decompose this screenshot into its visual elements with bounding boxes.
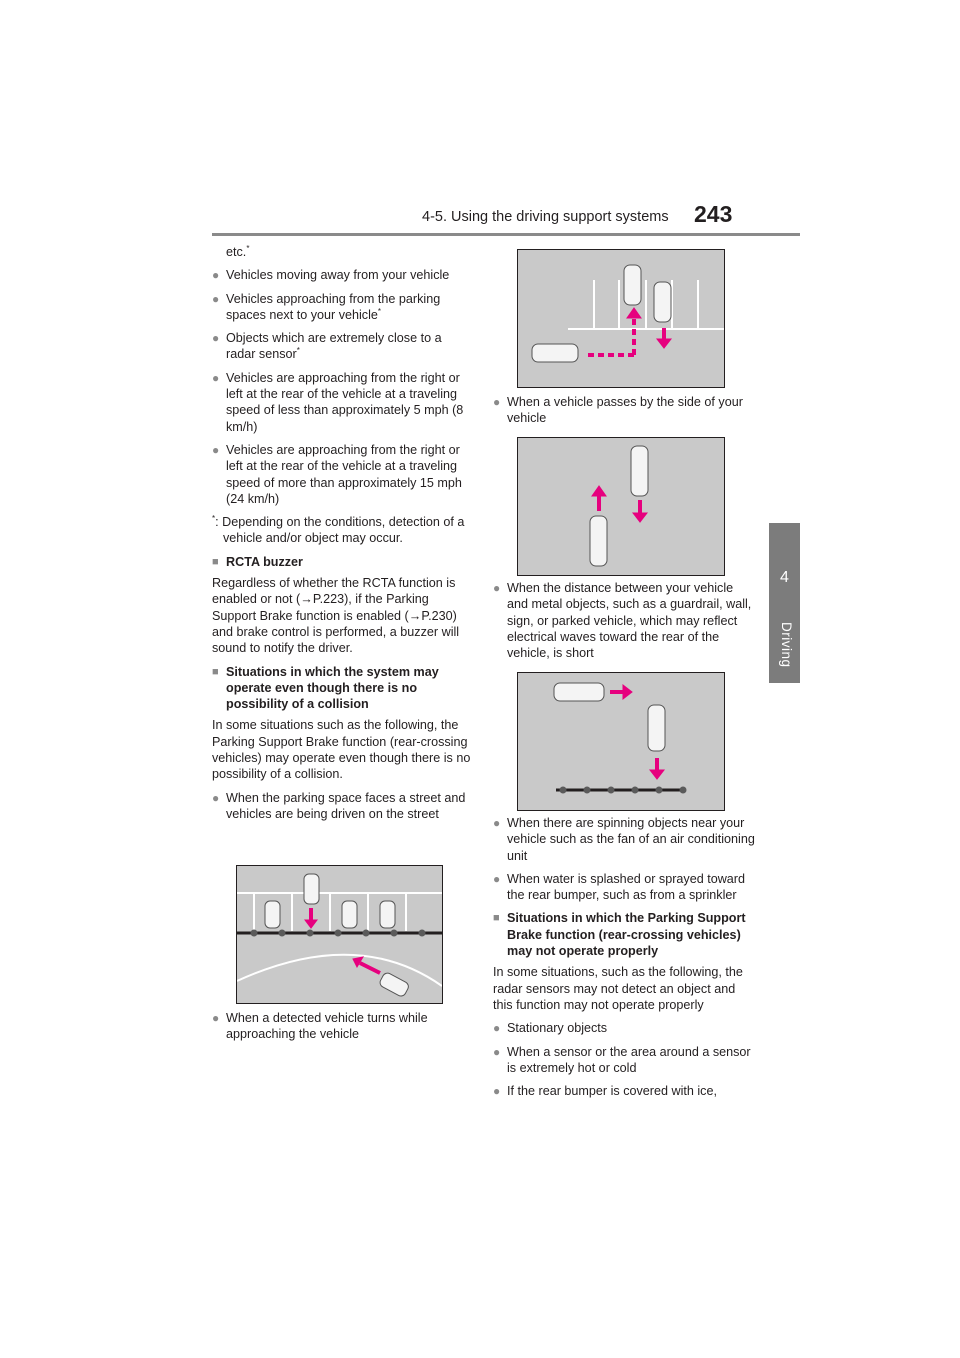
list-item: When a detected vehicle turns while appr… — [212, 1010, 472, 1043]
rcta-paragraph: Regardless of whether the RCTA function … — [212, 576, 460, 656]
page-ref-link[interactable]: P.230 — [421, 608, 453, 623]
right-column-3: When there are spinning objects near you… — [493, 815, 755, 1106]
etc-line: etc.* — [226, 243, 250, 259]
chapter-number: 4 — [780, 569, 789, 586]
guardrail-illustration — [553, 682, 687, 794]
list-item: Vehicles moving away from your vehicle — [212, 267, 472, 284]
list-item: When the parking space faces a street an… — [212, 790, 472, 823]
not-operate-paragraph: In some situations, such as the followin… — [493, 965, 743, 1012]
situations-paragraph: In some situations such as the following… — [212, 718, 471, 782]
header-rule — [212, 233, 800, 236]
list-item: Vehicles approaching from the parking sp… — [212, 291, 472, 324]
parking-spaces-illustration — [531, 264, 724, 363]
list-item: Objects which are extremely close to a r… — [212, 330, 472, 363]
situations-heading: Situations in which the system may opera… — [212, 664, 472, 713]
list-item: When a sensor or the area around a senso… — [493, 1044, 755, 1077]
list-item: When there are spinning objects near you… — [493, 815, 755, 864]
footnote: *: Depending on the conditions, detectio… — [212, 513, 465, 546]
chapter-label: Driving — [779, 622, 794, 668]
list-item: Vehicles are approaching from the right … — [212, 370, 472, 435]
figure-street-parking — [236, 865, 443, 1004]
page-ref-link[interactable]: P.223 — [312, 592, 345, 607]
figure-parking-spaces — [517, 249, 725, 388]
list-item: If the rear bumper is covered with ice, — [493, 1083, 755, 1100]
right-column-1: When a vehicle passes by the side of you… — [493, 394, 755, 434]
figure-vehicle-passing — [517, 437, 725, 576]
list-item: When a vehicle passes by the side of you… — [493, 394, 755, 427]
arrow-icon: → — [408, 608, 422, 623]
arrow-icon: → — [300, 592, 313, 607]
vehicle-passing-illustration — [589, 445, 649, 567]
left-column-top: etc.* Vehicles moving away from your veh… — [212, 244, 472, 829]
list-item: When the distance between your vehicle a… — [493, 580, 755, 661]
not-operate-heading: Situations in which the Parking Support … — [493, 910, 755, 959]
street-parking-illustration — [237, 873, 442, 997]
chapter-tab — [769, 523, 800, 683]
section-title: 4-5. Using the driving support systems — [422, 209, 669, 225]
list-item: When water is splashed or sprayed toward… — [493, 871, 755, 904]
left-column-bottom: When a detected vehicle turns while appr… — [212, 1010, 472, 1050]
right-column-2: When the distance between your vehicle a… — [493, 580, 755, 668]
figure-guardrail — [517, 672, 725, 811]
list-item: Stationary objects — [493, 1020, 755, 1037]
page-number: 243 — [694, 201, 733, 227]
list-item: Vehicles are approaching from the right … — [212, 442, 472, 507]
rcta-heading: RCTA buzzer — [212, 554, 472, 571]
